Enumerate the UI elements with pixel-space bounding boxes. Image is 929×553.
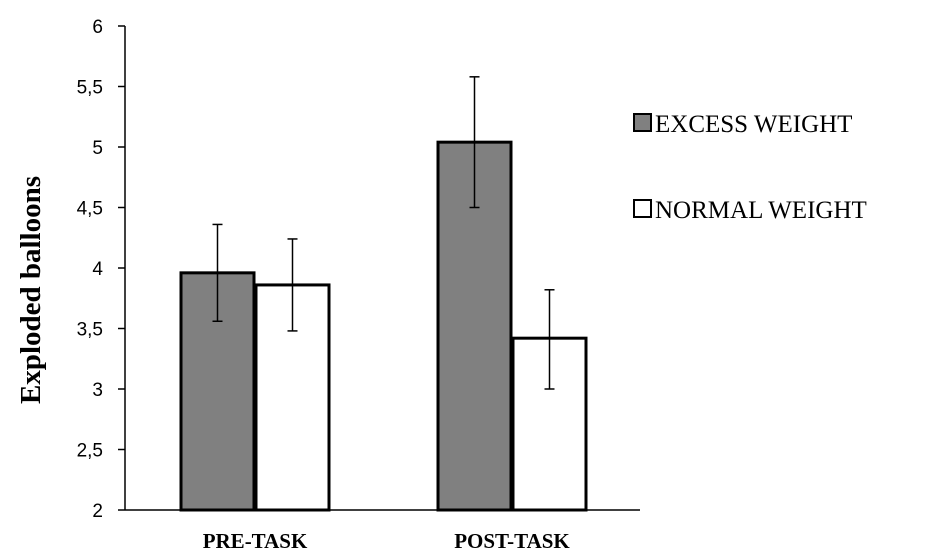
y-tick-label: 5 <box>92 138 103 159</box>
y-tick-label: 2,5 <box>77 441 103 462</box>
legend-swatch <box>633 113 652 132</box>
legend-label: NORMAL WEIGHT <box>655 197 867 224</box>
y-tick-label: 6 <box>92 17 103 38</box>
y-tick-label: 5,5 <box>77 78 103 99</box>
y-axis-title-group: Exploded balloons <box>15 176 47 404</box>
y-tick-label: 3 <box>92 380 103 401</box>
y-tick-label: 2 <box>92 501 103 522</box>
y-tick-label: 4 <box>92 259 103 280</box>
legend-swatch <box>633 199 652 218</box>
y-tick-label: 4,5 <box>77 199 103 220</box>
y-axis-ticks: 2 2,5 3 3,5 4 4,5 5 5,5 6 <box>77 17 125 522</box>
bars <box>179 140 588 512</box>
y-tick-label: 3,5 <box>77 320 103 341</box>
x-axis-labels: PRE-TASK POST-TASK <box>203 529 571 553</box>
x-category-label: PRE-TASK <box>203 529 308 553</box>
legend: EXCESS WEIGHT NORMAL WEIGHT <box>633 111 867 224</box>
y-axis-title: Exploded balloons <box>15 176 47 404</box>
x-category-label: POST-TASK <box>454 529 570 553</box>
legend-label: EXCESS WEIGHT <box>655 111 852 138</box>
error-bars <box>212 76 555 390</box>
